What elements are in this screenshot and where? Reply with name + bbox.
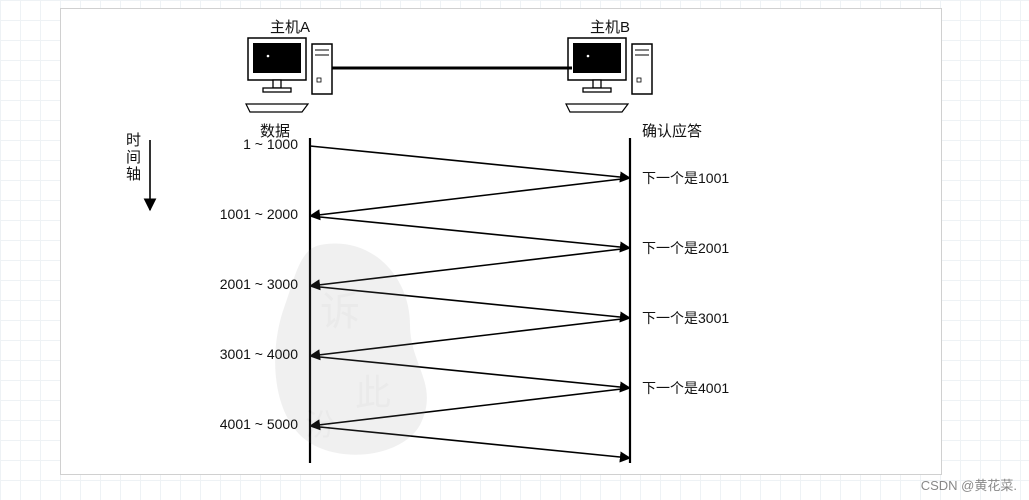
send-label: 2001 ~ 3000 [220,276,298,292]
ack-arrow [310,388,630,426]
ack-arrow [310,318,630,356]
ack-label: 下一个是2001 [642,238,729,258]
ack-header: 确认应答 [642,120,702,141]
ack-label: 下一个是1001 [642,168,729,188]
send-arrow [310,426,630,458]
ack-arrow [310,178,630,216]
send-label: 1 ~ 1000 [243,136,298,152]
credit-text: CSDN @黄花菜. [921,475,1017,494]
host-b-icon [566,38,652,112]
diagram-svg [60,8,940,473]
ack-label: 下一个是3001 [642,308,729,328]
send-label: 1001 ~ 2000 [220,206,298,222]
send-arrow [310,146,630,178]
host-a-label: 主机A [270,16,310,37]
send-label: 4001 ~ 5000 [220,416,298,432]
send-arrow [310,286,630,318]
send-label: 3001 ~ 4000 [220,346,298,362]
send-arrow [310,356,630,388]
message-arrows [310,146,630,458]
host-b-label: 主机B [590,16,630,37]
host-a-icon [246,38,332,112]
send-arrow [310,216,630,248]
time-axis-label: 时间轴 [122,132,143,183]
ack-label: 下一个是4001 [642,378,729,398]
ack-arrow [310,248,630,286]
